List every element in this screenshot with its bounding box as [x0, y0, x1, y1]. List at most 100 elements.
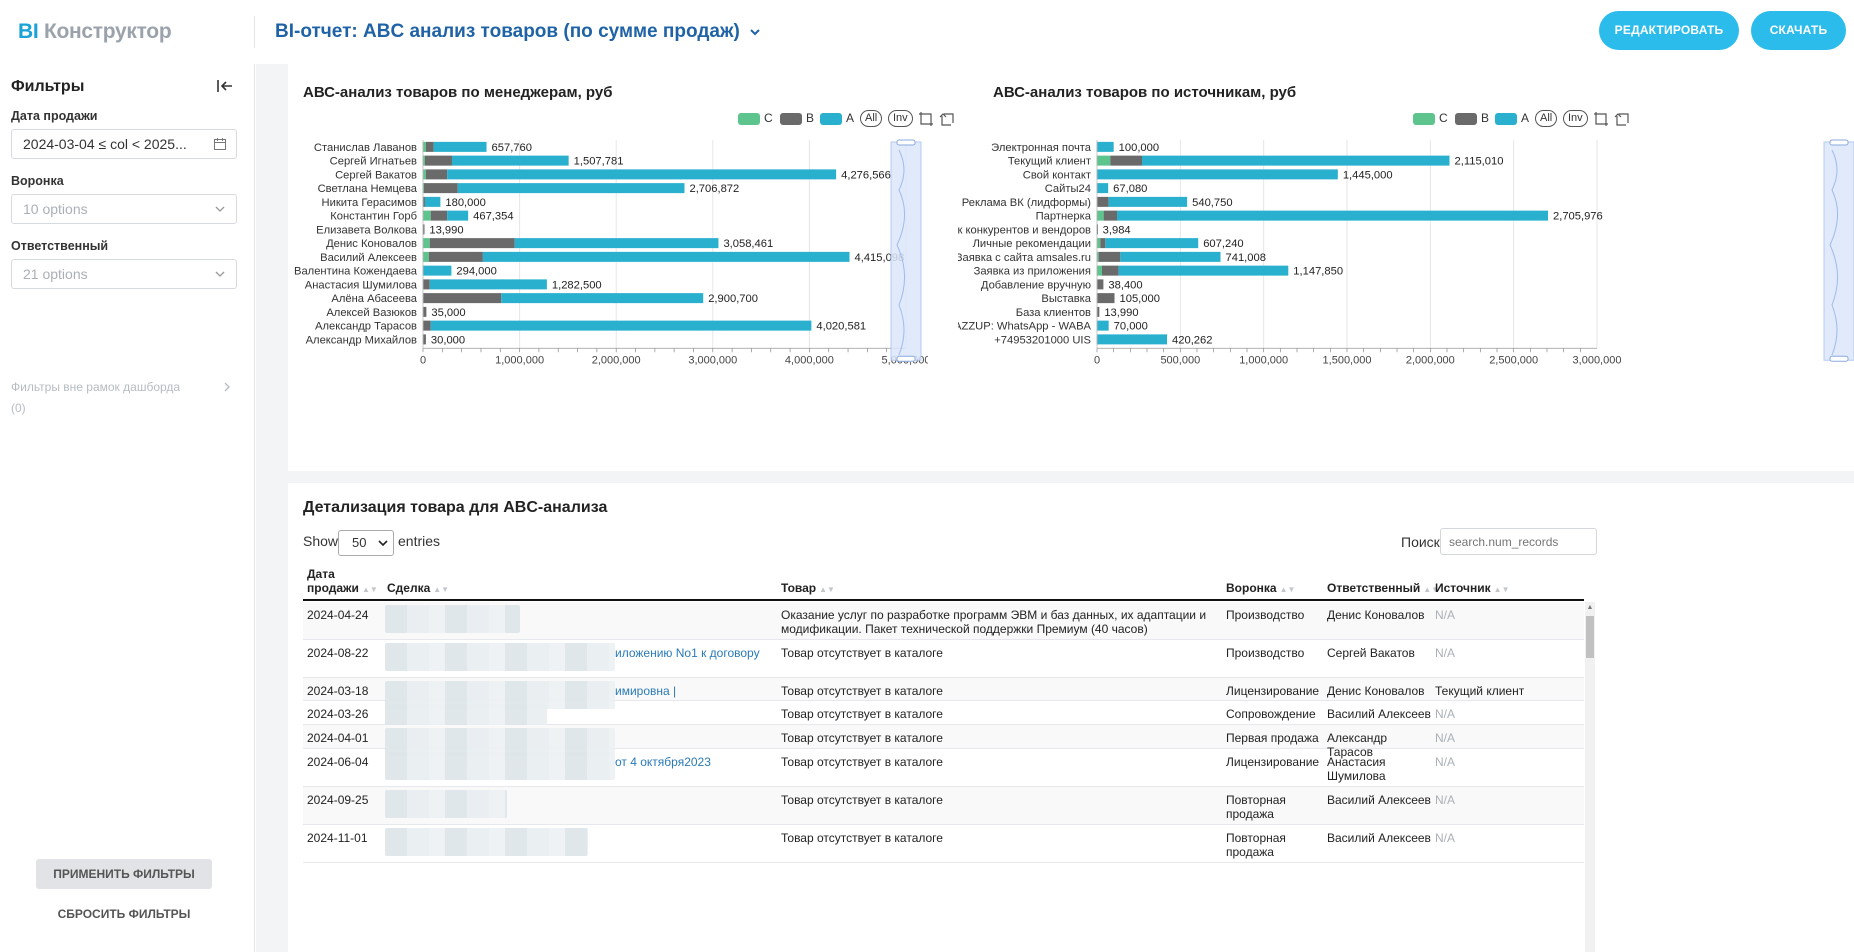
table-row[interactable]: 2024-06-04 от 4 октября2023 Товар отсутств…	[303, 749, 1584, 787]
range-slider-handle-bottom[interactable]	[1829, 355, 1849, 362]
page-length-select[interactable]: 50	[338, 530, 394, 556]
bar-segment-a[interactable]	[447, 169, 837, 180]
collapse-sidebar-icon[interactable]	[214, 75, 236, 97]
bar-segment-b[interactable]	[423, 334, 426, 345]
bar-segment-a[interactable]	[1120, 251, 1221, 262]
bar-segment-c[interactable]	[423, 141, 426, 152]
bar-segment-b[interactable]	[425, 169, 448, 180]
table-row[interactable]: 2024-09-25 Товар отсутствует в каталоге По…	[303, 787, 1584, 825]
bar-segment-a[interactable]	[482, 251, 850, 262]
edit-button[interactable]: РЕДАКТИРОВАТЬ	[1599, 11, 1739, 50]
bar-segment-b[interactable]	[423, 320, 431, 331]
legend-c-label[interactable]: C	[1439, 111, 1448, 125]
owner-filter-select[interactable]: 21 options	[11, 259, 237, 289]
legend-c-swatch[interactable]	[738, 113, 760, 125]
bar-segment-c[interactable]	[423, 210, 431, 221]
apply-filters-button[interactable]: ПРИМЕНИТЬ ФИЛЬТРЫ	[36, 859, 212, 889]
legend-inv-button[interactable]: Inv	[1563, 110, 1588, 127]
bar-segment-b[interactable]	[1098, 251, 1121, 262]
reset-filters-button[interactable]: СБРОСИТЬ ФИЛЬТРЫ	[57, 907, 191, 921]
legend-a-swatch[interactable]	[1495, 113, 1517, 125]
cell-deal-link[interactable]: иложению No1 к договору	[615, 646, 760, 660]
bar-segment-c[interactable]	[1097, 210, 1104, 221]
range-slider[interactable]	[1823, 141, 1854, 361]
bar-segment-b[interactable]	[425, 141, 434, 152]
chevron-down-icon[interactable]	[747, 24, 763, 40]
bar-segment-c[interactable]	[423, 251, 429, 262]
column-header-source[interactable]: Источник ▲▼	[1435, 581, 1510, 595]
table-row[interactable]: 2024-03-26 Товар отсутствует в каталоге Со…	[303, 701, 1584, 732]
legend-b-swatch[interactable]	[1455, 113, 1477, 125]
bar-segment-c[interactable]	[423, 238, 430, 249]
column-header-product[interactable]: Товар ▲▼	[781, 581, 835, 595]
bar-segment-a[interactable]	[430, 320, 812, 331]
legend-b-label[interactable]: B	[1481, 111, 1490, 125]
bar-segment-a[interactable]	[1097, 334, 1168, 345]
bar-segment-b[interactable]	[423, 224, 425, 235]
bar-segment-b[interactable]	[428, 251, 483, 262]
box-zoom-icon[interactable]	[918, 111, 934, 127]
column-header-owner[interactable]: Ответственный ▲▼	[1327, 581, 1440, 595]
app-logo[interactable]: BI Конструктор	[18, 20, 172, 44]
bar-segment-a[interactable]	[1142, 155, 1450, 166]
bar-segment-c[interactable]	[1097, 251, 1099, 262]
range-slider[interactable]	[890, 141, 922, 361]
bar-segment-a[interactable]	[451, 155, 569, 166]
table-row[interactable]: 2024-04-24 Оказание услуг по разработке п…	[303, 602, 1584, 640]
bar-segment-b[interactable]	[1097, 279, 1104, 290]
bar-segment-a[interactable]	[457, 183, 685, 194]
bar-segment-b[interactable]	[423, 183, 458, 194]
column-header-deal[interactable]: Сделка ▲▼	[387, 581, 450, 595]
range-slider-handle-bottom[interactable]	[896, 355, 916, 362]
bar-segment-a[interactable]	[1097, 141, 1114, 152]
table-row[interactable]: 2024-11-01 Товар отсутствует в каталоге По…	[303, 825, 1584, 863]
range-slider-handle-top[interactable]	[896, 139, 916, 146]
bar-segment-c[interactable]	[1097, 238, 1101, 249]
scrollbar-thumb[interactable]	[1586, 616, 1594, 658]
legend-a-label[interactable]: A	[846, 111, 855, 125]
bar-segment-a[interactable]	[1118, 265, 1289, 276]
table-scrollbar[interactable]: ▲	[1585, 602, 1595, 952]
download-button[interactable]: СКАЧАТЬ	[1751, 11, 1846, 50]
bar-segment-b[interactable]	[1103, 210, 1117, 221]
bar-segment-b[interactable]	[1110, 155, 1142, 166]
bar-segment-a[interactable]	[429, 279, 547, 290]
bar-segment-b[interactable]	[423, 293, 502, 304]
scroll-up-arrow-icon[interactable]: ▲	[1586, 604, 1594, 611]
legend-c-label[interactable]: C	[764, 111, 773, 125]
legend-b-swatch[interactable]	[780, 113, 802, 125]
table-row[interactable]: 2024-03-18 имировна | Товар отсутствует в …	[303, 678, 1584, 709]
bar-segment-b[interactable]	[430, 210, 448, 221]
bar-segment-a[interactable]	[1117, 210, 1548, 221]
bar-segment-b[interactable]	[1097, 293, 1115, 304]
date-filter-field[interactable]: 2024-03-04 ≤ col < 2025...	[11, 129, 237, 159]
report-title[interactable]: BI-отчет: ABC анализ товаров (по сумме п…	[275, 21, 740, 42]
cell-deal-link[interactable]: имировна |	[615, 684, 677, 698]
legend-all-button[interactable]: All	[860, 110, 883, 127]
search-input[interactable]	[1440, 528, 1597, 555]
bar-segment-a[interactable]	[514, 238, 719, 249]
bar-segment-a[interactable]	[1097, 169, 1338, 180]
bar-segment-b[interactable]	[1100, 238, 1106, 249]
bar-segment-a[interactable]	[433, 141, 487, 152]
bar-segment-a[interactable]	[501, 293, 704, 304]
bar-segment-a[interactable]	[423, 265, 452, 276]
legend-inv-button[interactable]: Inv	[888, 110, 913, 127]
bar-segment-a[interactable]	[424, 196, 441, 207]
bar-segment-b[interactable]	[423, 196, 425, 207]
bar-segment-a[interactable]	[447, 210, 469, 221]
bar-segment-c[interactable]	[423, 169, 426, 180]
zoom-reset-icon[interactable]	[939, 111, 955, 127]
bar-segment-c[interactable]	[1097, 155, 1111, 166]
bar-segment-a[interactable]	[1097, 183, 1109, 194]
legend-c-swatch[interactable]	[1413, 113, 1435, 125]
bar-segment-c[interactable]	[423, 155, 425, 166]
outside-filters-link[interactable]: Фильтры вне рамок дашборда (0)	[11, 377, 231, 419]
bar-segment-b[interactable]	[1097, 196, 1109, 207]
bar-segment-b[interactable]	[1097, 306, 1100, 317]
bar-segment-b[interactable]	[423, 306, 427, 317]
column-header-funnel[interactable]: Воронка ▲▼	[1226, 581, 1296, 595]
bar-segment-c[interactable]	[1097, 265, 1102, 276]
bar-segment-a[interactable]	[1108, 196, 1188, 207]
funnel-filter-select[interactable]: 10 options	[11, 194, 237, 224]
